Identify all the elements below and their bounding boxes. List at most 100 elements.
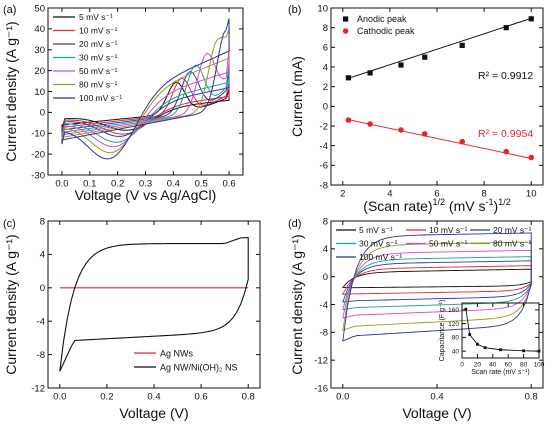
panel-d-inset-xtick-label: 20	[474, 362, 482, 369]
panel-b-r2-anodic: R² = 0.9912	[478, 70, 533, 82]
panel-c-ytick-label: -8	[37, 350, 45, 361]
panel-a-ytick-label: 40	[34, 24, 45, 35]
panel-a-axes: 0.0 0.1 0.2 0.3 0.4 0.5 0.6 -30 -20 -10 0 10 20 30 40 5…	[31, 3, 244, 190]
panel-d-inset-ylabel: Capacitance (F g⁻¹)	[439, 300, 446, 362]
panel-b-ytick-label: -6	[320, 161, 328, 172]
panel-b-ytick-label: 0	[323, 102, 328, 113]
panel-c-ytick-label: 4	[40, 250, 45, 261]
panel-d-inset-frame	[461, 302, 540, 359]
panel-d-inset-point	[483, 346, 487, 350]
panel-b-point	[345, 75, 352, 81]
panel-a-xtick-label: 0.6	[222, 179, 235, 190]
panel-d-inset-xtick-label: 0	[460, 362, 464, 369]
panel-a-frame	[47, 7, 244, 176]
panel-a-xtick-label: 0.3	[139, 179, 152, 190]
panel-d-series-line	[342, 256, 532, 311]
panel-d-ytick-label: -4	[320, 300, 328, 311]
panel-d-legend-label: 30 mV s⁻¹	[359, 239, 398, 249]
panel-b-ytick-label: 2	[323, 82, 328, 93]
panel-d-legend-label: 5 mV s⁻¹	[359, 225, 393, 235]
panel-b-fit-line	[348, 119, 532, 159]
panel-b-ytick-label: 6	[323, 43, 328, 54]
panel-b-fit-line	[348, 17, 532, 79]
panel-a-legend-label: 20 mV s⁻¹	[79, 39, 118, 49]
panel-a-legend-label: 50 mV s⁻¹	[79, 66, 118, 76]
panel-a-xtick-label: 0.1	[83, 179, 96, 190]
panel-d-ytick-label: -12	[314, 355, 328, 366]
panel-a-ytick-label: -20	[31, 149, 45, 160]
panel-b-point	[367, 121, 373, 127]
panel-d-xtick-label: 0.8	[525, 392, 538, 403]
panel-c-xlabel: Voltage (V)	[119, 405, 188, 421]
panel-a-xtick-label: 0.0	[55, 179, 68, 190]
panel-b-point	[367, 70, 373, 76]
panel-a-ytick-label: 50	[34, 3, 45, 14]
panel-b-point	[528, 16, 534, 22]
panel-b-ylabel: Current (mA)	[289, 56, 305, 137]
panel-a-xtick-label: 0.4	[167, 179, 180, 190]
panel-d-inset-point	[522, 349, 525, 353]
panel-d-legend-label: 50 mV s⁻¹	[429, 239, 468, 249]
panel-c-ytick-label: -4	[37, 317, 45, 328]
panel-c-xtick-label: 0.2	[100, 392, 113, 403]
panel-b-xtick-label: 8	[481, 189, 486, 200]
panel-c-series-line	[59, 237, 249, 372]
panel-a-series-line	[61, 77, 230, 135]
panel-d-ytick-label: 4	[323, 244, 328, 255]
panel-b-panel-label: (b)	[288, 4, 301, 16]
panel-b-point	[503, 148, 510, 155]
panel-d-legend-label: 100 mV s⁻¹	[359, 252, 402, 262]
panel-b-ytick-label: 10	[317, 3, 328, 14]
panel-d-inset-xlabel: Scan rate (mV s⁻¹)	[471, 369, 530, 376]
panel-b-point	[345, 117, 352, 123]
panel-a-ytick-label: -10	[31, 129, 45, 140]
panel-b-ytick-label: 8	[323, 23, 328, 34]
panel-b-ytick-label: -4	[320, 141, 328, 152]
panel-d-inset-ytick-label: 120	[448, 321, 459, 328]
panel-b-ytick-label: -2	[320, 121, 328, 132]
panel-a-legend-label: 10 mV s⁻¹	[79, 26, 118, 36]
panel-d-xlabel: Voltage (V)	[402, 405, 471, 421]
panel-b-axes: 2 4 6 8 10 -8 -6 -4 -2 0 2 4 6 8 10	[317, 3, 544, 200]
panel-b-legend-marker	[343, 16, 349, 22]
panel-d-inset-xtick-label: 60	[505, 362, 513, 369]
panel-d-axes: 0.0 0.4 0.8 -16 -12 -8 -4 0 4 8	[314, 216, 544, 403]
panel-b-ytick-label: 4	[323, 62, 328, 73]
panel-a-series-line	[61, 62, 230, 143]
panel-a-ytick-label: 10	[34, 87, 45, 98]
panel-b-point	[398, 127, 404, 133]
panel-a-legend-label: 30 mV s⁻¹	[79, 53, 118, 63]
panel-d-inset-point	[499, 348, 502, 352]
panel-d-ytick-label: 8	[323, 216, 328, 227]
panel-c-ytick-label: 8	[40, 216, 45, 227]
panel-a-ylabel: Current density (A g⁻¹)	[3, 21, 19, 161]
panel-c-legend-label: Ag NWs	[160, 348, 194, 358]
panel-d-ytick-label: -16	[314, 383, 328, 394]
panel-d-xtick-label: 0.4	[430, 392, 443, 403]
panel-d-inset-ytick-label: 160	[448, 307, 459, 314]
panel-b-point	[421, 131, 428, 137]
panel-d-ytick-label: -8	[320, 328, 328, 339]
panel-c-ytick-label: 0	[40, 283, 45, 294]
panel-b-r2-cathodic: R² = 0.9954	[478, 128, 533, 140]
panel-d-inset-point	[476, 342, 479, 346]
panel-a-ytick-label: 30	[34, 45, 45, 56]
panel-a-legend-label: 80 mV s⁻¹	[79, 80, 118, 90]
panel-a-legend-label: 5 mV s⁻¹	[79, 12, 113, 22]
panel-a-series-line	[61, 70, 230, 137]
panel-b-legend-label: Cathodic peak	[357, 26, 415, 36]
panel-a-panel-label: (a)	[3, 4, 16, 16]
panel-b-xtick-label: 2	[340, 189, 345, 200]
panel-c-xtick-label: 0.8	[242, 392, 255, 403]
panel-d-inset-axes: 0 20 40 60 80 100 40 80 120 160	[448, 302, 545, 369]
panel-d-inset-xtick-label: 40	[489, 362, 497, 369]
panel-d-legend-label: 80 mV s⁻¹	[493, 239, 532, 249]
panel-b-point	[398, 62, 404, 68]
panel-b-point	[459, 42, 465, 48]
panel-c-panel-label: (c)	[3, 218, 16, 230]
panel-b-point	[422, 54, 428, 60]
panel-d-series-line	[341, 268, 532, 289]
panel-b-xtick-label: 6	[434, 189, 439, 200]
panel-b-xtick-label: 4	[387, 189, 392, 200]
